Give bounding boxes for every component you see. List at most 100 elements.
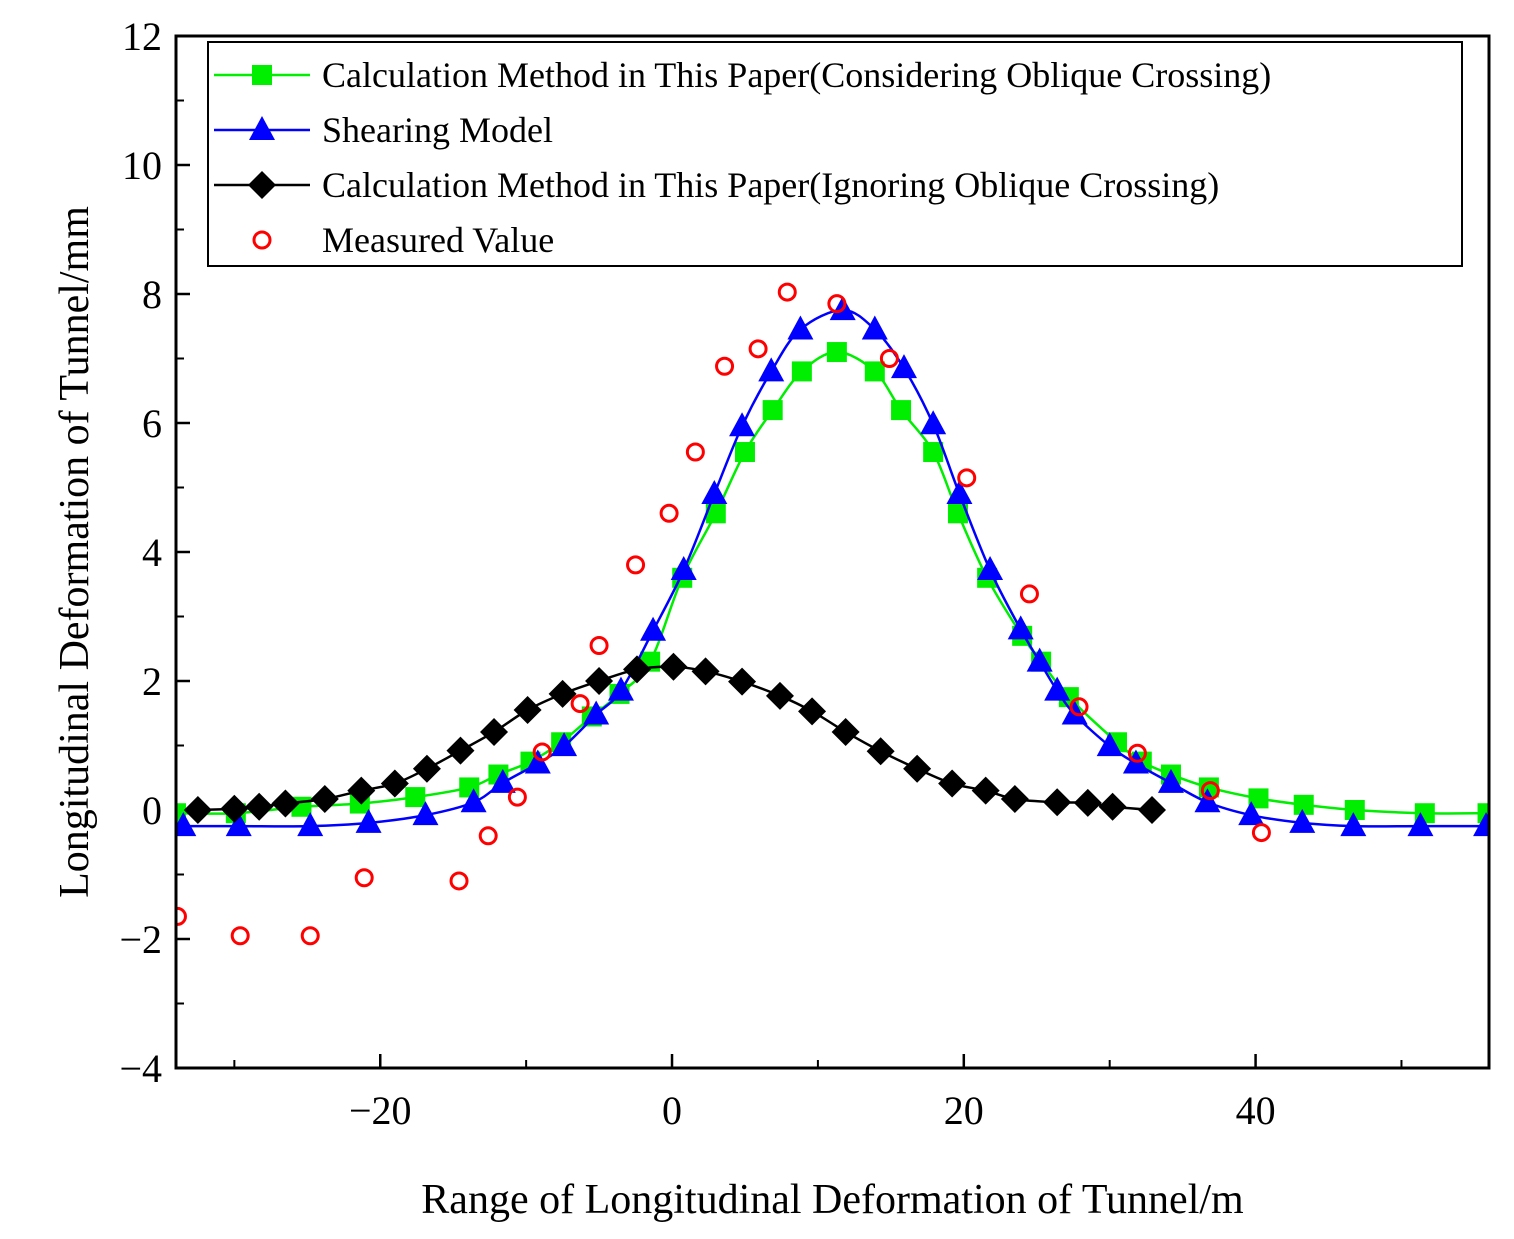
legend-item: Shearing Model [214, 110, 553, 150]
data-point [623, 655, 652, 684]
data-point [685, 442, 705, 462]
data-point [1019, 584, 1039, 604]
series-shearing-model [176, 296, 1489, 837]
data-point [659, 652, 688, 681]
data-point [446, 736, 475, 765]
data-point [762, 400, 783, 421]
data-point [405, 787, 426, 808]
data-point [1043, 788, 1072, 817]
x-axis-title: Range of Longitudinal Deformation of Tun… [421, 1177, 1244, 1223]
data-point [1251, 823, 1271, 843]
data-point [1069, 697, 1089, 717]
data-point [220, 794, 249, 823]
data-point [412, 754, 441, 783]
data-point [758, 357, 785, 382]
data-point [728, 667, 757, 696]
series-layer [176, 282, 1489, 946]
data-point [1026, 647, 1053, 672]
data-point [861, 315, 888, 340]
data-point [176, 803, 186, 824]
data-point [765, 681, 794, 710]
data-point [1473, 812, 1489, 837]
data-point [1407, 812, 1434, 837]
data-point [705, 503, 726, 524]
legend-marker [248, 171, 276, 199]
data-point [480, 717, 509, 746]
data-point [826, 342, 847, 363]
data-point [831, 717, 860, 746]
data-point [583, 700, 610, 725]
data-point [891, 400, 912, 421]
series-line [197, 665, 1153, 812]
data-point [701, 479, 728, 504]
data-point [734, 442, 755, 463]
legend-marker [252, 230, 272, 250]
data-point [548, 679, 577, 708]
y-tick-label: 12 [122, 14, 162, 59]
data-point [524, 749, 551, 774]
data-point [245, 792, 274, 821]
data-point [1098, 792, 1127, 821]
data-point [798, 697, 827, 726]
x-tick-label: −20 [349, 1088, 412, 1133]
y-tick-label: 4 [142, 530, 162, 575]
data-point [920, 410, 947, 435]
data-point [957, 468, 977, 488]
data-point [589, 636, 609, 656]
data-point [513, 696, 542, 725]
data-point [478, 826, 498, 846]
legend: Calculation Method in This Paper(Conside… [207, 41, 1463, 267]
data-point [230, 926, 250, 946]
y-tick-label: 8 [142, 272, 162, 317]
y-tick-label: 6 [142, 401, 162, 446]
data-point [225, 812, 252, 837]
legend-items: Calculation Method in This Paper(Conside… [214, 55, 1271, 260]
x-tick-label: 40 [1236, 1088, 1276, 1133]
data-point [1194, 788, 1221, 813]
data-point [551, 732, 578, 757]
data-point [729, 412, 756, 437]
series-line [176, 350, 1488, 815]
data-point [715, 356, 735, 376]
data-point [297, 812, 324, 837]
data-point [787, 315, 814, 340]
data-point [1044, 676, 1071, 701]
y-tick-label: 2 [142, 659, 162, 704]
series-line [183, 308, 1487, 828]
data-point [903, 754, 932, 783]
data-point [1340, 812, 1367, 837]
data-point [1127, 743, 1147, 763]
series-calculation-method-in-this-paper-considering-oblique-crossing [176, 342, 1489, 824]
data-point [300, 926, 320, 946]
data-point [380, 769, 409, 798]
data-point [347, 776, 376, 805]
data-point [449, 871, 469, 891]
legend-label: Shearing Model [322, 110, 553, 150]
legend-marker [252, 65, 272, 85]
data-point [890, 354, 917, 379]
data-point [938, 769, 967, 798]
legend-item: Measured Value [252, 220, 554, 260]
x-tick-label: 20 [944, 1088, 984, 1133]
data-point [1477, 803, 1489, 824]
data-point [607, 676, 634, 701]
data-point [1293, 794, 1314, 815]
data-point [827, 294, 847, 314]
data-point [971, 776, 1000, 805]
data-point [489, 768, 516, 793]
y-tick-label: 0 [142, 788, 162, 833]
data-point [977, 556, 1004, 581]
legend-marker [249, 116, 275, 140]
data-point [183, 796, 212, 824]
data-point [355, 808, 382, 833]
data-point [271, 789, 300, 818]
series-measured-value [176, 282, 1271, 946]
data-point [412, 801, 439, 826]
legend-label: Measured Value [322, 220, 554, 260]
data-point [354, 868, 374, 888]
data-point [176, 812, 197, 837]
legend-label: Calculation Method in This Paper(Ignorin… [322, 165, 1219, 205]
data-point [923, 442, 944, 463]
